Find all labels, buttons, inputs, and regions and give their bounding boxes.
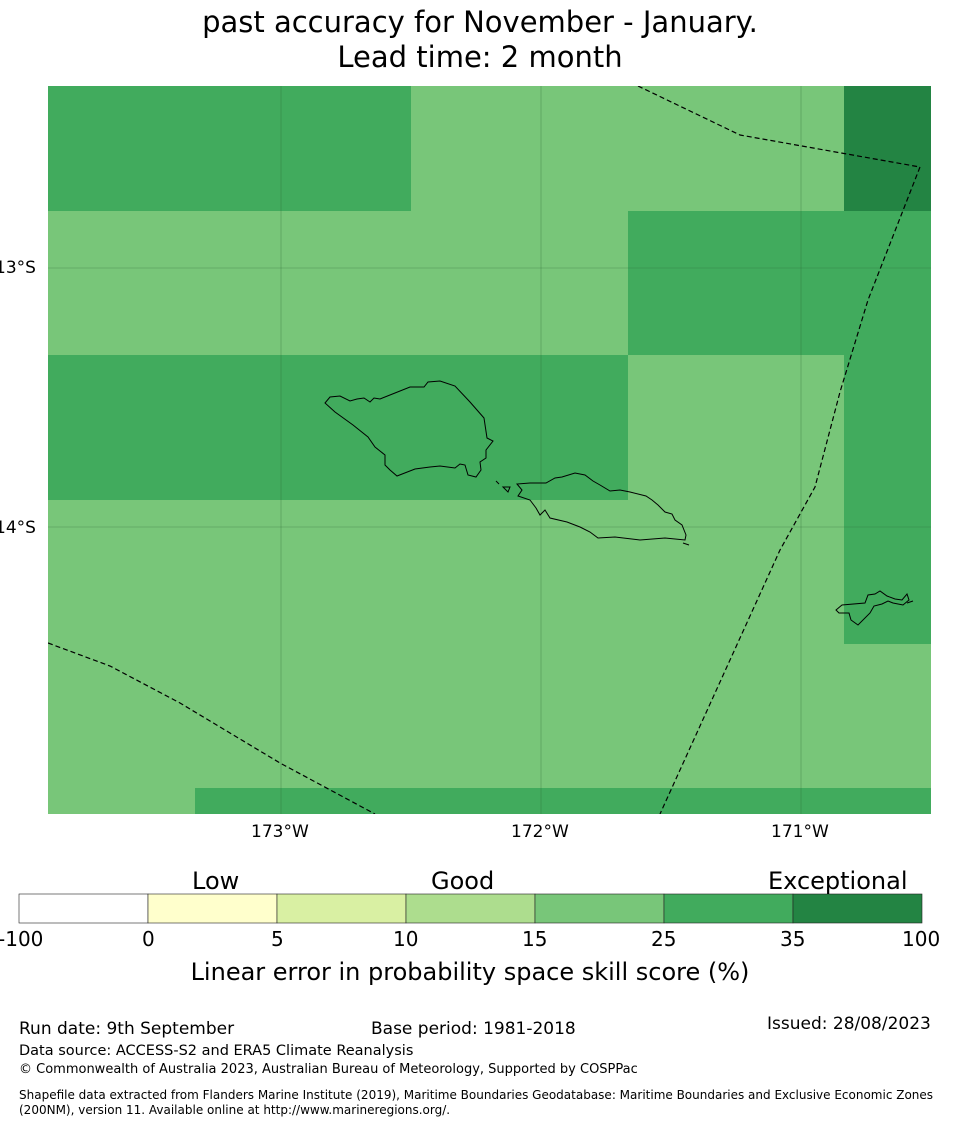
colorbar xyxy=(18,893,923,924)
skill-cell-good xyxy=(48,86,411,211)
skill-cell-good xyxy=(628,211,931,355)
colorbar-tick: 0 xyxy=(142,927,155,951)
colorbar-tick: 25 xyxy=(651,927,677,951)
colorbar-category-low: Low xyxy=(192,867,240,895)
island-tutuila xyxy=(835,590,910,626)
island-tail xyxy=(682,542,690,546)
skill-cell-exceptional xyxy=(844,86,931,211)
lat-label-13s: 13°S xyxy=(0,258,36,278)
lon-label-171w: 171°W xyxy=(771,822,829,842)
colorbar-tick: 15 xyxy=(522,927,548,951)
lon-label-172w: 172°W xyxy=(511,822,569,842)
map-area xyxy=(48,86,931,814)
colorbar-segment xyxy=(147,893,278,924)
colorbar-tick: 35 xyxy=(780,927,806,951)
colorbar-segment xyxy=(405,893,536,924)
colorbar-tick: -100 xyxy=(0,927,44,951)
colorbar-title: Linear error in probability space skill … xyxy=(190,958,750,986)
skill-cell-good xyxy=(195,788,931,814)
colorbar-segment xyxy=(18,893,149,924)
island-upolu xyxy=(515,472,687,541)
base-period: Base period: 1981-2018 xyxy=(371,1019,576,1039)
data-source: Data source: ACCESS-S2 and ERA5 Climate … xyxy=(19,1043,414,1059)
skill-cell-good xyxy=(844,355,931,644)
shapefile-credit-line2: (200NM), version 11. Available online at… xyxy=(19,1103,451,1117)
colorbar-segment xyxy=(534,893,665,924)
maritime-boundaries xyxy=(48,86,921,814)
colorbar-tick: 100 xyxy=(902,927,941,951)
island-savaii xyxy=(324,380,494,478)
colorbar-tick: 10 xyxy=(393,927,419,951)
run-date: Run date: 9th September xyxy=(19,1019,235,1039)
colorbar-category-exceptional: Exceptional xyxy=(768,867,908,895)
gridlines xyxy=(48,86,931,814)
map-title-line2: Lead time: 2 month xyxy=(337,40,623,74)
lat-label-14s: 14°S xyxy=(0,518,36,538)
colorbar-segment xyxy=(276,893,407,924)
issued-date: Issued: 28/08/2023 xyxy=(767,1014,931,1034)
colorbar-category-good: Good xyxy=(431,867,495,895)
colorbar-segment xyxy=(792,893,923,924)
lon-label-173w: 173°W xyxy=(251,822,309,842)
island-aunuu xyxy=(906,600,914,604)
island-manono xyxy=(501,486,511,493)
copyright: © Commonwealth of Australia 2023, Austra… xyxy=(19,1062,638,1077)
colorbar-segment xyxy=(663,893,794,924)
island-small-west xyxy=(495,480,500,485)
colorbar-tick: 5 xyxy=(271,927,284,951)
map-title-line1: past accuracy for November - January. xyxy=(202,5,758,39)
coastlines xyxy=(324,380,914,626)
skill-cell-good xyxy=(48,355,628,500)
shapefile-credit-line1: Shapefile data extracted from Flanders M… xyxy=(19,1088,934,1102)
